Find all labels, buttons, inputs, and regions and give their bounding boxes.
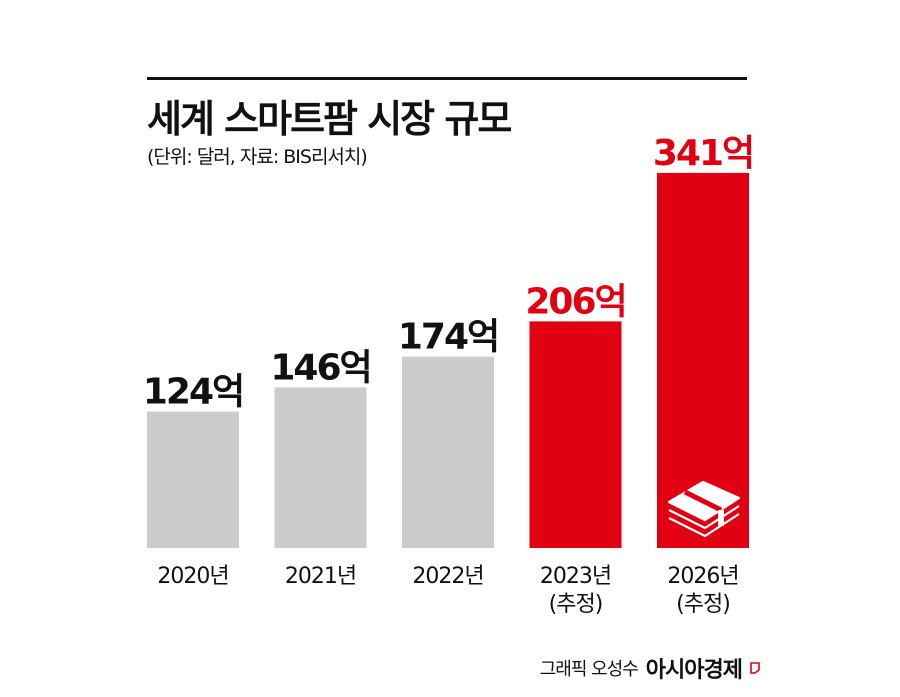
value-label-0: 124억 xyxy=(143,372,243,413)
money-stack-icon xyxy=(667,480,741,538)
category-label-0: 2020년 xyxy=(157,564,228,589)
top-rule xyxy=(147,77,747,80)
brand-mark-icon xyxy=(750,662,760,674)
category-note-3: (추정) xyxy=(549,592,603,617)
credit-author: 그래픽 오성수 xyxy=(539,659,639,680)
category-label-3: 2023년 xyxy=(540,564,611,589)
chart-title: 세계 스마트팜 시장 규모 xyxy=(147,97,512,141)
credit-brand: 아시아경제 xyxy=(645,658,743,683)
bar-2 xyxy=(402,356,494,548)
bar-3 xyxy=(529,321,622,548)
chart-subtitle: (단위: 달러, 자료: BIS리서치) xyxy=(147,146,368,168)
category-label-1: 2021년 xyxy=(285,564,356,589)
value-label-4: 341억 xyxy=(653,133,753,174)
category-label-2: 2022년 xyxy=(412,564,483,589)
category-note-4: (추정) xyxy=(676,592,730,617)
bar-1 xyxy=(274,387,367,548)
value-label-3: 206억 xyxy=(525,281,625,322)
bar-0 xyxy=(147,411,239,548)
value-label-2: 174억 xyxy=(398,317,498,358)
value-label-1: 146억 xyxy=(270,347,370,388)
credit: 그래픽 오성수 아시아경제 xyxy=(540,652,760,684)
category-label-4: 2026년 xyxy=(667,564,738,589)
